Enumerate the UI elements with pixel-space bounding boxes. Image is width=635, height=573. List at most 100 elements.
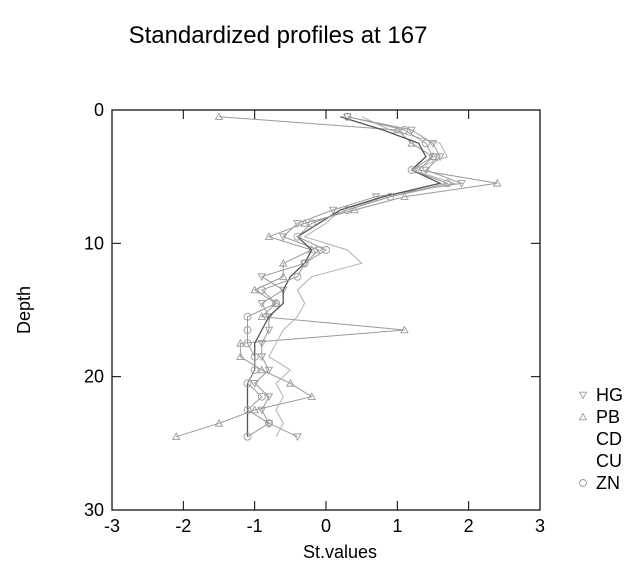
data-point-zn bbox=[243, 312, 252, 321]
data-point-zn bbox=[257, 392, 266, 401]
data-point-zn bbox=[400, 126, 409, 134]
legend-item-cu: CU bbox=[596, 451, 622, 471]
series-line-cu bbox=[246, 116, 443, 437]
x-tick-label: 3 bbox=[535, 516, 545, 536]
data-point-zn bbox=[243, 379, 252, 388]
data-point-hg bbox=[328, 206, 338, 215]
data-point-pb bbox=[250, 405, 259, 414]
data-point-pb bbox=[400, 325, 409, 334]
y-tick-label: 0 bbox=[94, 100, 104, 120]
data-point-zn bbox=[421, 139, 430, 148]
data-point-pb bbox=[278, 272, 288, 280]
x-tick-label: -1 bbox=[247, 516, 263, 536]
data-point-hg bbox=[250, 380, 259, 388]
data-point-zn bbox=[407, 166, 416, 174]
data-point-hg bbox=[457, 180, 466, 188]
x-tick-label: 2 bbox=[464, 516, 474, 536]
data-point-zn bbox=[429, 152, 437, 161]
x-tick-label: 1 bbox=[392, 516, 402, 536]
data-point-hg bbox=[278, 233, 288, 242]
legend-item-zn: ZN bbox=[579, 473, 620, 493]
data-point-hg bbox=[300, 260, 309, 268]
data-point-pb bbox=[286, 378, 295, 387]
data-point-pb bbox=[278, 258, 288, 267]
series-line-pb bbox=[176, 116, 498, 438]
data-point-zn bbox=[243, 432, 252, 441]
data-point-pb bbox=[171, 432, 181, 440]
legend-label-hg: HG bbox=[596, 385, 623, 405]
data-point-hg bbox=[371, 193, 381, 202]
data-point-pb bbox=[307, 392, 316, 400]
legend-item-hg: HG bbox=[578, 385, 623, 405]
data-point-zn bbox=[250, 352, 259, 361]
data-point-hg bbox=[257, 406, 267, 415]
y-tick-label: 30 bbox=[84, 500, 104, 520]
x-tick-label: -2 bbox=[175, 516, 191, 536]
data-point-zn bbox=[300, 259, 309, 268]
data-point-hg bbox=[293, 433, 302, 442]
data-point-zn bbox=[264, 419, 273, 428]
legend-marker-pb bbox=[578, 412, 588, 421]
data-point-pb bbox=[271, 298, 281, 307]
data-point-zn bbox=[293, 232, 302, 241]
legend-marker-hg bbox=[578, 391, 588, 400]
data-point-hg bbox=[264, 326, 274, 335]
data-point-pb bbox=[257, 365, 267, 374]
series-cu bbox=[246, 116, 443, 437]
data-point-zn bbox=[243, 406, 252, 414]
data-point-hg bbox=[428, 140, 438, 148]
data-point-zn bbox=[343, 206, 352, 214]
plot-frame bbox=[111, 109, 541, 511]
series-zn bbox=[243, 112, 452, 441]
legend-item-cd: CD bbox=[596, 429, 622, 449]
series-pb bbox=[171, 112, 502, 440]
data-point-zn bbox=[322, 246, 330, 254]
data-point-pb bbox=[250, 285, 259, 294]
data-point-zn bbox=[443, 179, 452, 188]
data-point-pb bbox=[393, 125, 402, 134]
data-point-pb bbox=[428, 152, 438, 160]
legend-item-pb: PB bbox=[578, 407, 620, 427]
data-point-pb bbox=[236, 338, 245, 347]
x-tick-label: 0 bbox=[321, 516, 331, 536]
data-point-hg bbox=[257, 340, 267, 348]
data-point-pb bbox=[350, 205, 359, 214]
data-point-hg bbox=[293, 220, 302, 228]
legend-label-cd: CD bbox=[596, 429, 622, 449]
y-tick-label: 10 bbox=[84, 233, 104, 253]
legend-label-cu: CU bbox=[596, 451, 622, 471]
data-point-pb bbox=[236, 352, 245, 360]
data-point-pb bbox=[264, 232, 274, 240]
data-point-pb bbox=[492, 178, 502, 187]
series-hg bbox=[250, 113, 466, 442]
data-point-pb bbox=[214, 112, 224, 120]
data-point-hg bbox=[264, 366, 274, 375]
data-point-hg bbox=[435, 153, 445, 162]
legend-label-pb: PB bbox=[596, 407, 620, 427]
legend-marker-zn bbox=[579, 479, 587, 487]
data-point-pb bbox=[300, 218, 309, 227]
data-point-zn bbox=[386, 192, 395, 201]
data-point-zn bbox=[293, 272, 302, 281]
data-point-zn bbox=[307, 219, 316, 228]
x-tick-label: -3 bbox=[104, 516, 120, 536]
data-point-pb bbox=[257, 312, 267, 320]
y-tick-label: 20 bbox=[84, 367, 104, 387]
chart-title: Standardized profiles at 167 bbox=[129, 22, 428, 49]
series-line-hg bbox=[253, 116, 464, 438]
data-point-zn bbox=[250, 366, 259, 374]
data-point-zn bbox=[243, 326, 252, 334]
data-point-zn bbox=[257, 286, 266, 294]
data-point-hg bbox=[264, 393, 274, 402]
data-point-zn bbox=[343, 112, 352, 121]
data-point-hg bbox=[264, 420, 274, 428]
data-point-hg bbox=[407, 126, 416, 135]
data-point-pb bbox=[214, 418, 224, 427]
data-point-hg bbox=[257, 273, 267, 282]
series-layer bbox=[171, 112, 502, 442]
data-point-hg bbox=[421, 166, 431, 175]
